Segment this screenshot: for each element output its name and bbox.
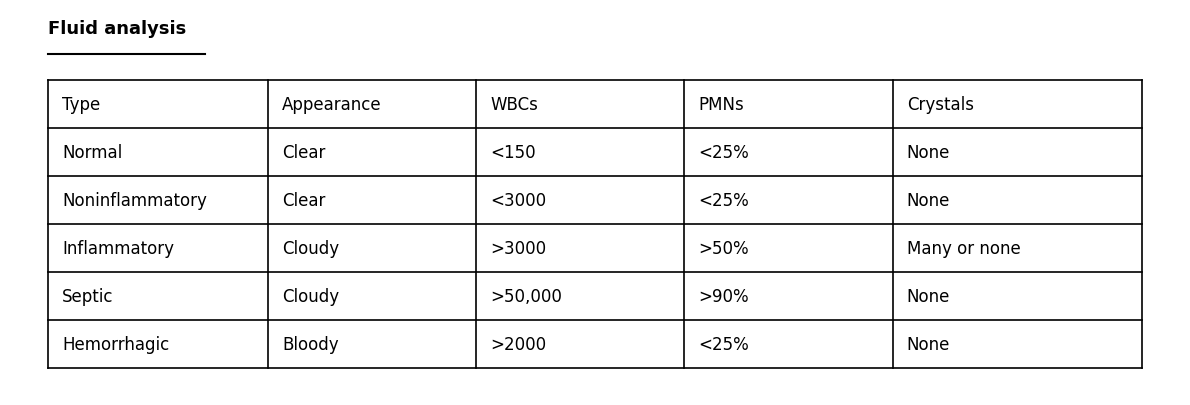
Text: >3000: >3000 [490, 239, 546, 257]
Text: Clear: Clear [282, 144, 325, 162]
Text: Cloudy: Cloudy [282, 239, 339, 257]
Text: Appearance: Appearance [282, 96, 382, 114]
Text: PMNs: PMNs [699, 96, 744, 114]
Text: <150: <150 [490, 144, 536, 162]
Text: Inflammatory: Inflammatory [62, 239, 174, 257]
Text: Normal: Normal [62, 144, 123, 162]
Text: <25%: <25% [699, 192, 750, 209]
Text: Septic: Septic [62, 287, 113, 305]
Text: None: None [907, 144, 950, 162]
Text: Fluid analysis: Fluid analysis [48, 20, 186, 38]
Text: >90%: >90% [699, 287, 750, 305]
Text: WBCs: WBCs [490, 96, 538, 114]
Text: >50%: >50% [699, 239, 750, 257]
Text: Bloody: Bloody [282, 335, 339, 353]
Text: Hemorrhagic: Hemorrhagic [62, 335, 169, 353]
Text: None: None [907, 192, 950, 209]
Text: Many or none: Many or none [907, 239, 1021, 257]
Text: <25%: <25% [699, 335, 750, 353]
Text: Type: Type [62, 96, 100, 114]
Text: >2000: >2000 [490, 335, 546, 353]
Text: Cloudy: Cloudy [282, 287, 339, 305]
Text: Clear: Clear [282, 192, 325, 209]
Text: Crystals: Crystals [907, 96, 973, 114]
Text: None: None [907, 287, 950, 305]
Text: None: None [907, 335, 950, 353]
Text: Noninflammatory: Noninflammatory [62, 192, 207, 209]
Text: <3000: <3000 [490, 192, 546, 209]
Text: <25%: <25% [699, 144, 750, 162]
Text: >50,000: >50,000 [490, 287, 562, 305]
